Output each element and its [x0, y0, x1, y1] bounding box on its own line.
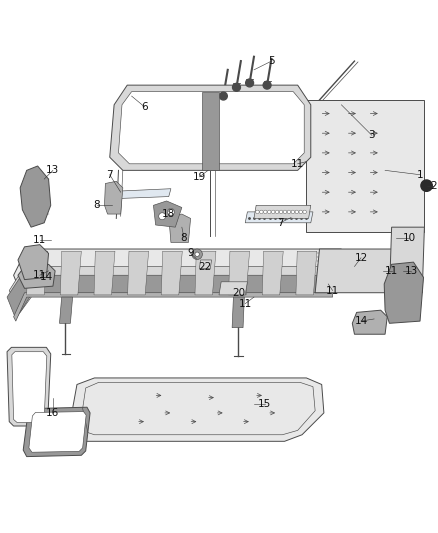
Text: 18: 18: [162, 209, 175, 219]
Polygon shape: [384, 262, 424, 324]
Circle shape: [268, 210, 271, 214]
Circle shape: [299, 210, 303, 214]
Text: 10: 10: [403, 233, 416, 243]
Polygon shape: [195, 251, 216, 295]
Polygon shape: [199, 260, 212, 269]
Polygon shape: [60, 297, 73, 324]
Text: 7: 7: [106, 169, 113, 180]
Polygon shape: [169, 214, 191, 243]
Circle shape: [276, 210, 279, 214]
Circle shape: [256, 210, 259, 214]
Text: 22: 22: [198, 262, 212, 271]
Polygon shape: [201, 92, 219, 171]
Polygon shape: [29, 411, 86, 452]
Circle shape: [167, 208, 174, 215]
Circle shape: [287, 210, 291, 214]
Polygon shape: [18, 245, 49, 280]
Polygon shape: [245, 212, 313, 223]
Text: 9: 9: [187, 248, 194, 259]
Circle shape: [264, 210, 267, 214]
Circle shape: [195, 252, 199, 256]
Polygon shape: [14, 249, 341, 297]
Polygon shape: [219, 282, 247, 295]
Polygon shape: [14, 293, 332, 321]
Text: 13: 13: [405, 266, 418, 276]
Circle shape: [263, 81, 271, 89]
Polygon shape: [27, 251, 48, 295]
Text: 7: 7: [277, 218, 283, 228]
Circle shape: [291, 210, 295, 214]
Text: 11: 11: [33, 270, 46, 280]
Text: 12: 12: [354, 253, 367, 263]
Text: 11: 11: [385, 266, 398, 276]
Circle shape: [159, 213, 166, 220]
Circle shape: [233, 83, 240, 91]
Circle shape: [421, 180, 432, 191]
Polygon shape: [7, 275, 332, 319]
Polygon shape: [119, 92, 304, 164]
Text: 2: 2: [430, 181, 436, 191]
Text: 14: 14: [40, 272, 53, 282]
Text: 11: 11: [239, 298, 252, 309]
Text: 13: 13: [46, 165, 60, 175]
Polygon shape: [153, 201, 182, 227]
Circle shape: [283, 210, 287, 214]
Polygon shape: [112, 189, 171, 199]
Text: 11: 11: [33, 235, 46, 245]
Polygon shape: [94, 251, 115, 295]
Polygon shape: [9, 266, 337, 312]
Polygon shape: [12, 352, 47, 423]
Text: 11: 11: [291, 159, 304, 169]
Polygon shape: [20, 166, 51, 227]
Text: 20: 20: [232, 288, 245, 298]
Polygon shape: [110, 85, 311, 171]
Circle shape: [279, 210, 283, 214]
Polygon shape: [389, 227, 424, 293]
Polygon shape: [105, 181, 123, 214]
Text: 14: 14: [354, 316, 367, 326]
Polygon shape: [232, 297, 244, 328]
Polygon shape: [60, 251, 81, 295]
Text: 11: 11: [326, 286, 339, 295]
Polygon shape: [127, 251, 148, 295]
Circle shape: [303, 210, 307, 214]
Text: 1: 1: [417, 169, 424, 180]
Text: 8: 8: [93, 200, 100, 211]
Circle shape: [260, 210, 263, 214]
Polygon shape: [18, 264, 55, 288]
Polygon shape: [23, 407, 90, 457]
Text: 15: 15: [258, 399, 272, 409]
Polygon shape: [262, 251, 283, 295]
Polygon shape: [307, 100, 424, 231]
Text: 5: 5: [268, 56, 275, 66]
Text: 3: 3: [369, 131, 375, 140]
Polygon shape: [229, 251, 250, 295]
Text: 19: 19: [193, 172, 206, 182]
Text: 6: 6: [141, 102, 148, 112]
Text: 16: 16: [46, 408, 60, 418]
Circle shape: [295, 210, 299, 214]
Polygon shape: [73, 378, 324, 441]
Polygon shape: [315, 249, 398, 293]
Circle shape: [219, 92, 227, 100]
Polygon shape: [161, 251, 182, 295]
Polygon shape: [296, 251, 317, 295]
Circle shape: [246, 79, 254, 87]
Polygon shape: [254, 205, 311, 219]
Circle shape: [192, 249, 202, 260]
Polygon shape: [352, 310, 387, 334]
Polygon shape: [7, 348, 51, 426]
Circle shape: [272, 210, 275, 214]
Text: 8: 8: [181, 233, 187, 243]
